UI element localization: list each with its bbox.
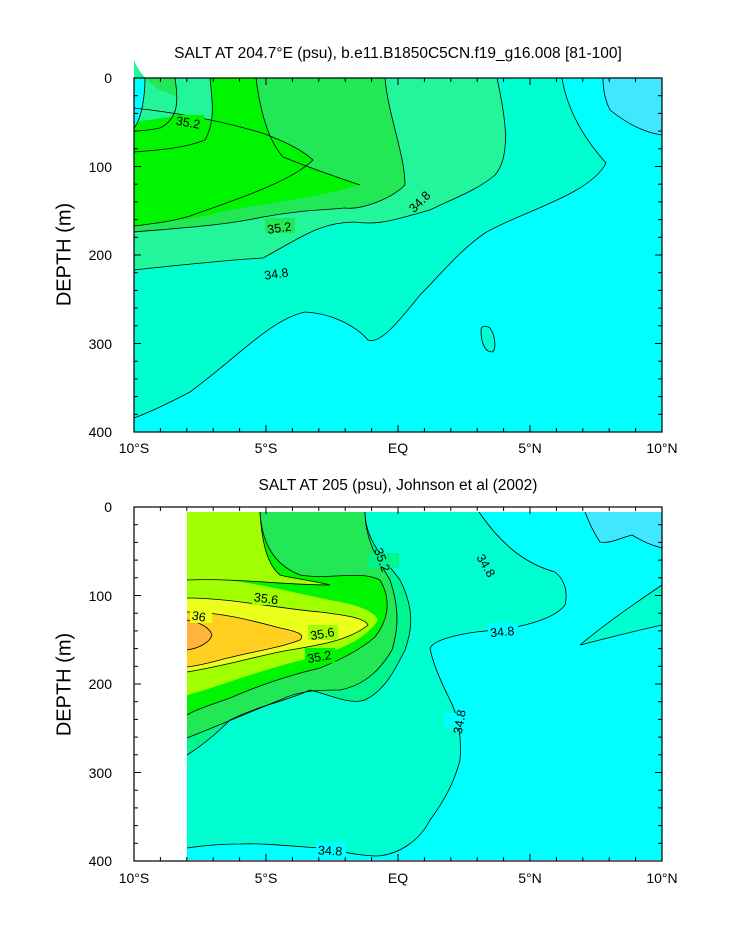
label-bg bbox=[444, 713, 474, 728]
label-bg bbox=[190, 608, 212, 623]
bottom-contour-labels: 35.6 36 35.6 35.2 35.2 34.8 34.8 34.8 34… bbox=[190, 546, 518, 859]
y-tick-label: 300 bbox=[89, 336, 113, 352]
contour-label-bottom-2: 36 bbox=[191, 609, 207, 625]
top-axis-tick-labels: 10°S 5°S EQ 5°N 10°N 0 100 200 300 400 bbox=[89, 70, 678, 456]
fill-36-0 bbox=[187, 612, 302, 667]
fill-34-8-wedge bbox=[580, 585, 662, 645]
chart-title-bottom: SALT AT 205 (psu), Johnson et al (2002) bbox=[258, 477, 538, 494]
label-bg bbox=[316, 842, 346, 857]
contour-label-bottom-4: 35.2 bbox=[306, 648, 332, 666]
x-tick-label: 10°N bbox=[646, 870, 677, 886]
y-tick-label: 0 bbox=[104, 499, 112, 515]
x-tick-label: EQ bbox=[388, 440, 408, 456]
label-bg bbox=[488, 623, 518, 638]
fill-34-2-corner bbox=[603, 78, 662, 135]
x-tick-label: 5°N bbox=[518, 440, 542, 456]
fill-34-6 bbox=[187, 512, 662, 860]
top-panel-fills bbox=[134, 60, 662, 432]
chart-title-top: SALT AT 204.7°E (psu), b.e11.B1850C5CN.f… bbox=[174, 45, 622, 62]
y-tick-label: 400 bbox=[89, 853, 113, 869]
contour-label-top-4: 34.8 bbox=[263, 265, 289, 282]
fill-34-4 bbox=[585, 512, 662, 548]
contour-label-bottom-8: 34.8 bbox=[451, 709, 469, 735]
contour-label-top-1: 35.2 bbox=[175, 114, 201, 132]
fill-34-8-blob bbox=[481, 326, 495, 352]
label-bg bbox=[472, 558, 502, 573]
contour-label-bottom-9: 34.8 bbox=[318, 843, 343, 858]
y-tick-label: 300 bbox=[89, 765, 113, 781]
x-tick-label: 5°N bbox=[518, 870, 542, 886]
top-panel-contours bbox=[133, 77, 663, 419]
bottom-panel-fills bbox=[187, 512, 662, 860]
y-tick-label: 100 bbox=[89, 588, 113, 604]
label-bg bbox=[305, 648, 335, 663]
label-bg bbox=[369, 553, 399, 568]
x-tick-label: 5°S bbox=[255, 870, 278, 886]
fill-35-6 bbox=[187, 512, 330, 585]
contour-label-top-2: 35.2 bbox=[266, 220, 292, 237]
y-tick-label: 200 bbox=[89, 247, 113, 263]
top-contour-labels: 35.2 35.2 34.8 34.8 bbox=[174, 114, 434, 283]
fill-35-4-core bbox=[134, 108, 313, 226]
label-bg bbox=[308, 625, 338, 640]
contour-label-bottom-3: 35.6 bbox=[309, 625, 335, 643]
label-bg bbox=[252, 590, 282, 605]
fill-35-0-tongue bbox=[134, 60, 195, 122]
x-tick-label: 10°N bbox=[646, 440, 677, 456]
x-tick-label: 5°S bbox=[255, 440, 278, 456]
label-bg bbox=[262, 264, 292, 279]
label-bg bbox=[265, 218, 295, 233]
contour-label-bottom-1: 35.6 bbox=[253, 590, 279, 607]
x-tick-label: EQ bbox=[388, 870, 408, 886]
y-tick-label: 400 bbox=[89, 424, 113, 440]
top-axis-ticks bbox=[133, 77, 663, 433]
bottom-axis-tick-labels: 10°S 5°S EQ 5°N 10°N 0 100 200 300 400 bbox=[89, 499, 678, 886]
bottom-axis-ticks bbox=[133, 506, 663, 862]
x-tick-label: 10°S bbox=[119, 440, 150, 456]
y-tick-label: 200 bbox=[89, 676, 113, 692]
label-bg bbox=[174, 115, 204, 130]
fill-34-6-top-left bbox=[134, 78, 145, 128]
contour-label-bottom-7: 34.8 bbox=[490, 624, 516, 640]
y-tick-label: 0 bbox=[104, 70, 112, 86]
x-tick-label: 10°S bbox=[119, 870, 150, 886]
label-bg bbox=[404, 192, 434, 207]
y-tick-label: 100 bbox=[89, 159, 113, 175]
